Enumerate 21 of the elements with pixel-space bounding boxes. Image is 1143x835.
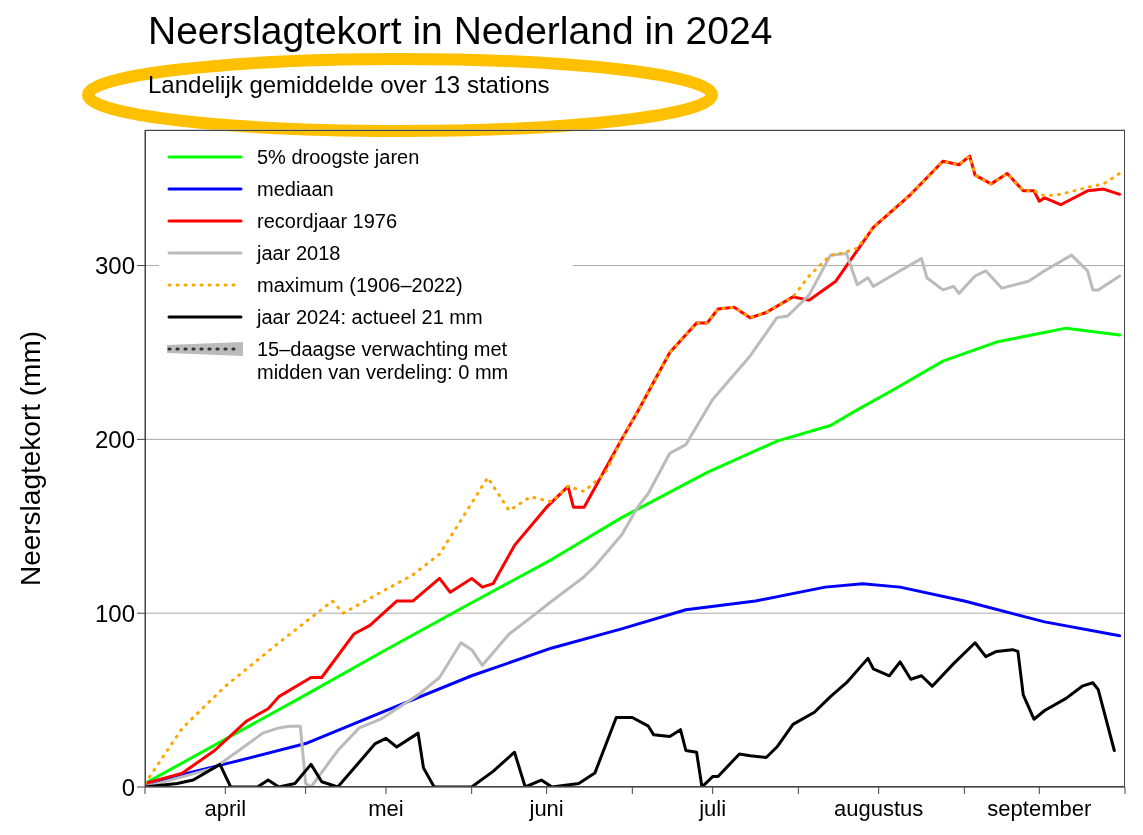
y-axis-title: Neerslagtekort (mm) (14, 330, 46, 587)
x-tick-label: mei (368, 795, 404, 821)
y-tick-label: 100 (94, 599, 135, 627)
y-tick-label: 200 (94, 425, 135, 453)
y-tick-label: 300 (94, 252, 135, 280)
x-tick-label: april (204, 795, 247, 821)
legend-label: mediaan (257, 178, 334, 201)
y-tick-label: 0 (121, 773, 135, 801)
chart-subtitle: Landelijk gemiddelde over 13 stations (148, 70, 550, 100)
legend-label: jaar 2024: actueel 21 mm (257, 306, 483, 329)
chart-title: Neerslagtekort in Nederland in 2024 (148, 8, 773, 54)
legend-label: recordjaar 1976 (257, 210, 398, 233)
legend-label: 15–daagse verwachting met midden van verdeling: 0 mm (257, 338, 510, 384)
legend-label: jaar 2018 (257, 242, 341, 265)
x-tick-label: september (987, 795, 1092, 821)
legend-label: maximum (1906–2022) (257, 274, 463, 297)
line-series (145, 641, 1116, 787)
x-tick-label: juli (698, 795, 727, 821)
x-tick-label: juni (528, 795, 564, 821)
x-tick-label: augustus (834, 795, 924, 821)
legend-label: 5% droogste jaren (257, 146, 420, 169)
